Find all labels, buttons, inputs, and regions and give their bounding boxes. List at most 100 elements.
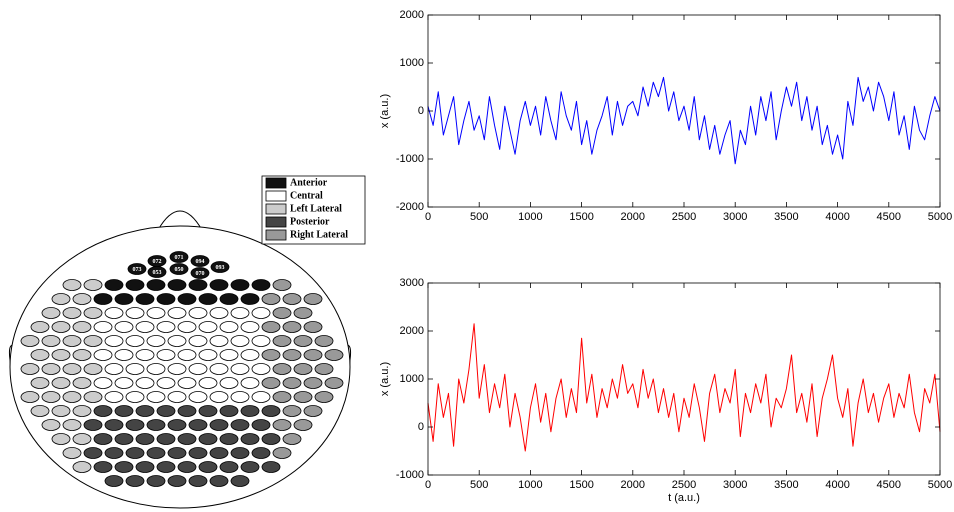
x-tick-label: 3000 — [723, 211, 747, 223]
electrode — [272, 279, 292, 291]
electrode — [135, 349, 155, 361]
electrode — [125, 307, 145, 319]
electrode — [240, 461, 260, 473]
electrode — [219, 405, 239, 417]
electrode — [188, 447, 208, 459]
electrode — [93, 461, 113, 473]
x-tick-label: 2000 — [621, 211, 645, 223]
electrode — [261, 405, 281, 417]
electrode — [93, 433, 113, 445]
electrode — [146, 475, 166, 487]
electrode — [62, 391, 82, 403]
electrode — [114, 433, 134, 445]
electrode — [125, 475, 145, 487]
electrode — [261, 377, 281, 389]
electrode — [146, 307, 166, 319]
x-tick-label: 5000 — [928, 211, 952, 223]
electrode — [104, 447, 124, 459]
electrode — [230, 335, 250, 347]
legend-label: Central — [290, 190, 323, 201]
electrode — [198, 349, 218, 361]
electrode — [198, 433, 218, 445]
x-tick-label: 4000 — [825, 479, 849, 491]
electrode — [282, 377, 302, 389]
legend-swatch — [265, 190, 287, 202]
plot-area — [428, 15, 940, 207]
electrode — [125, 447, 145, 459]
electrode — [198, 293, 218, 305]
electrode — [147, 266, 167, 278]
electrode — [167, 279, 187, 291]
electrode — [104, 335, 124, 347]
electrode — [261, 321, 281, 333]
electrode — [188, 279, 208, 291]
electrode — [125, 335, 145, 347]
electrode — [261, 349, 281, 361]
electrode — [240, 377, 260, 389]
electrode — [83, 447, 103, 459]
electrode — [167, 419, 187, 431]
electrode — [135, 377, 155, 389]
electrode — [104, 363, 124, 375]
electrode — [156, 377, 176, 389]
electrode — [135, 321, 155, 333]
electrode — [72, 293, 92, 305]
electrode — [146, 279, 166, 291]
electrode — [219, 293, 239, 305]
electrode — [51, 321, 71, 333]
y-axis-label: x (a.u.) — [379, 94, 391, 128]
legend-swatch — [265, 216, 287, 228]
x-tick-label: 5000 — [928, 479, 952, 491]
electrode — [30, 321, 50, 333]
electrode — [293, 391, 313, 403]
electrode — [188, 335, 208, 347]
electrode — [146, 391, 166, 403]
electrode — [41, 363, 61, 375]
electrode — [83, 363, 103, 375]
electrode — [188, 307, 208, 319]
electrode — [230, 279, 250, 291]
electrode — [146, 419, 166, 431]
electrode — [251, 307, 271, 319]
electrode — [261, 433, 281, 445]
electrode — [156, 349, 176, 361]
electrode-label: 072 — [153, 259, 162, 265]
electrode — [230, 447, 250, 459]
electrode — [303, 377, 323, 389]
electrode — [20, 391, 40, 403]
y-tick-label: -1000 — [396, 153, 424, 165]
electrode — [41, 335, 61, 347]
electrode — [240, 405, 260, 417]
electrode — [282, 405, 302, 417]
electrode — [230, 475, 250, 487]
head-nose — [157, 210, 203, 231]
electrode — [177, 349, 197, 361]
electrode-label: 050 — [175, 267, 184, 273]
y-tick-label: 1000 — [400, 373, 424, 385]
legend-label: Right Lateral — [290, 229, 348, 240]
electrode — [177, 321, 197, 333]
y-tick-label: 1000 — [400, 57, 424, 69]
electrode — [167, 363, 187, 375]
electrode — [251, 279, 271, 291]
electrode — [167, 447, 187, 459]
electrode-label: 093 — [216, 265, 225, 271]
electrode — [83, 307, 103, 319]
electrode — [62, 307, 82, 319]
electrode — [251, 363, 271, 375]
electrode — [272, 447, 292, 459]
x-tick-label: 0 — [425, 479, 431, 491]
electrode — [30, 349, 50, 361]
electrode — [83, 279, 103, 291]
electrode — [282, 293, 302, 305]
electrode — [219, 461, 239, 473]
electrode — [190, 255, 210, 267]
electrode — [20, 335, 40, 347]
electrode — [314, 335, 334, 347]
electrode — [72, 321, 92, 333]
electrode — [230, 419, 250, 431]
electrode — [125, 419, 145, 431]
electrode — [177, 405, 197, 417]
electrode — [135, 405, 155, 417]
